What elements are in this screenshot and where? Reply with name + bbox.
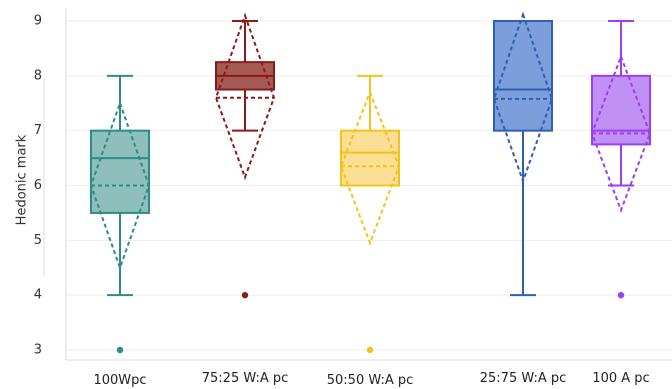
box-series [89, 11, 652, 354]
y-tick-label: 6 [34, 178, 42, 193]
outlier-point [241, 291, 249, 299]
y-tick-label: 5 [34, 233, 42, 248]
sd-diamond [590, 53, 652, 214]
box-iqr [493, 20, 553, 132]
box-group [492, 11, 554, 297]
sd-diamond [89, 100, 151, 271]
x-category-labels: 100Wpc 75:25 W:A pc 50:50 W:A pc 25:75 W:A … [93, 371, 649, 388]
y-tick-label: 3 [34, 343, 42, 358]
x-category-label: 50:50 W:A pc [327, 373, 414, 388]
outlier-point [366, 346, 374, 354]
x-category-label: 75:25 W:A pc [202, 371, 289, 386]
x-category-label: 25:75 W:A pc [480, 371, 567, 386]
outlier-point [617, 291, 625, 299]
box-group [590, 20, 652, 299]
y-axis-label: Hedonic mark [15, 134, 30, 225]
box-group [89, 74, 151, 354]
box-iqr [90, 129, 150, 214]
sd-diamond [214, 12, 276, 181]
box-group [339, 74, 401, 354]
box-group [214, 12, 276, 299]
y-tick-labels: 3 4 5 6 7 8 9 [34, 14, 42, 358]
x-category-label: 100Wpc [93, 373, 146, 388]
y-tick-label: 7 [34, 123, 42, 138]
y-tick-label: 8 [34, 68, 42, 83]
box-iqr [340, 129, 400, 187]
y-tick-label: 4 [34, 288, 42, 303]
sd-diamond [339, 89, 401, 246]
y-tick-label: 9 [34, 14, 42, 29]
sd-diamond [492, 11, 554, 185]
outlier-point [116, 346, 124, 354]
x-category-label: 100 A pc [592, 371, 649, 386]
axes [43, 8, 672, 361]
